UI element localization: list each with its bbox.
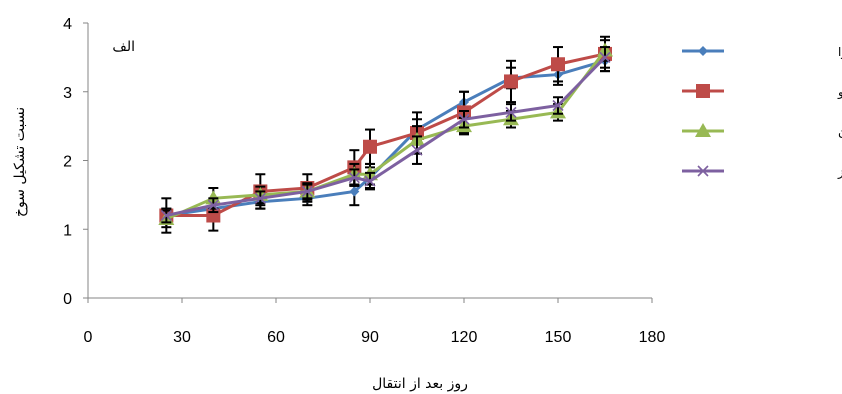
legend-marker — [696, 84, 710, 98]
legend-marker — [698, 46, 708, 56]
x-tick-label: 60 — [267, 329, 285, 346]
y-tick-label: 3 — [63, 85, 72, 102]
series-line — [166, 59, 606, 217]
data-point — [505, 106, 517, 118]
panel-label: الف — [112, 39, 135, 55]
y-tick-label: 2 — [63, 154, 72, 171]
x-tick-label: 0 — [84, 329, 93, 346]
legend: پریماورا نگزاس ارلی گرانو اصلاح شده بهبهان… — [682, 45, 842, 180]
legend-box — [668, 30, 838, 190]
x-tick-labels: 0 30 60 90 120 150 180 — [84, 329, 666, 346]
y-tick-labels: 0 1 2 3 4 — [63, 16, 72, 308]
x-tick-label: 30 — [173, 329, 191, 346]
data-point — [160, 209, 172, 222]
legend-item: پریماورا — [682, 45, 842, 60]
series-4 — [160, 46, 611, 224]
data-point — [551, 57, 565, 72]
legend-label: پریماورا — [838, 45, 842, 60]
data-point — [411, 144, 423, 156]
data-point — [363, 139, 377, 154]
y-tick-label: 4 — [63, 16, 72, 33]
series-line — [166, 56, 607, 217]
x-axis-label: روز بعد از انتقال — [372, 376, 468, 392]
series-line — [166, 52, 606, 217]
data-point — [552, 99, 564, 112]
x-tick-label: 120 — [451, 329, 478, 346]
data-point — [349, 186, 360, 197]
legend-item: اصلاح شده بهبهان — [682, 123, 842, 139]
data-point — [301, 185, 313, 198]
data-point — [254, 192, 266, 204]
data-point — [364, 175, 376, 187]
axes — [83, 22, 653, 303]
x-tick-label: 180 — [639, 329, 666, 346]
legend-label: نگزاس ارلی گرانو — [837, 85, 842, 100]
legend-item: محلی رامهرمز — [682, 165, 842, 180]
data-point — [348, 172, 360, 184]
y-tick-label: 0 — [63, 291, 72, 308]
legend-marker — [697, 165, 709, 177]
plot-area — [158, 35, 613, 234]
y-axis-label: نسبت تشکیل سوخ — [12, 107, 28, 217]
legend-label: محلی رامهرمز — [837, 165, 842, 180]
x-tick-label: 90 — [361, 329, 379, 346]
data-point — [599, 51, 611, 63]
data-point — [504, 74, 518, 89]
legend-marker — [695, 123, 711, 137]
legend-item: نگزاس ارلی گرانو — [682, 84, 842, 100]
x-tick-label: 150 — [545, 329, 572, 346]
data-point — [207, 199, 219, 211]
data-point — [458, 113, 470, 125]
legend-label: اصلاح شده بهبهان — [838, 125, 842, 139]
y-tick-label: 1 — [63, 222, 72, 239]
